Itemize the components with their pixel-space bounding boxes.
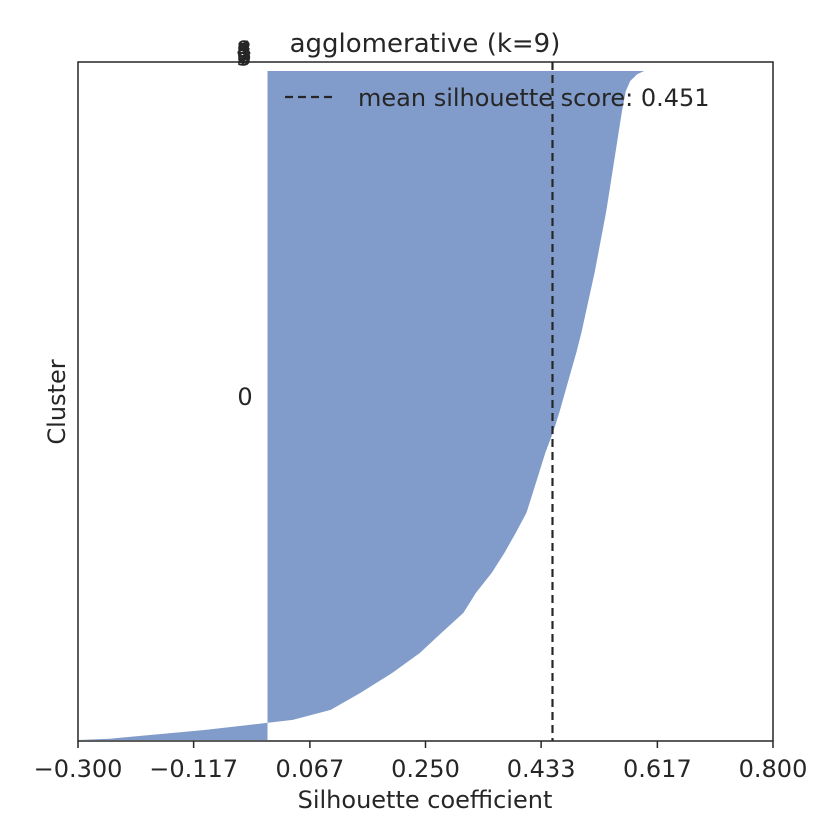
cluster-label-4: 4 — [236, 36, 251, 64]
silhouette-fill-layer — [78, 71, 645, 740]
cluster-label-7: 7 — [236, 44, 251, 72]
y-axis-label: Cluster — [43, 359, 71, 444]
cluster-label-0: 0 — [237, 383, 252, 411]
chart-title: agglomerative (k=9) — [290, 29, 561, 59]
x-axis-ticks: −0.300 −0.117 0.067 0.250 0.433 0.617 0.800 — [34, 741, 808, 783]
x-tick-label: 0.067 — [276, 755, 345, 783]
x-tick-label: 0.617 — [623, 755, 692, 783]
x-axis-label: Silhouette coefficient — [298, 786, 553, 814]
cluster-label-5: 5 — [236, 39, 251, 67]
cluster-label-8: 8 — [236, 36, 251, 64]
x-tick-label: 0.433 — [507, 755, 576, 783]
x-tick-label: 0.800 — [739, 755, 808, 783]
x-tick-label: −0.300 — [34, 755, 123, 783]
x-tick-label: 0.250 — [391, 755, 460, 783]
cluster-label-6: 6 — [236, 41, 251, 69]
cluster-label-1: 1 — [236, 39, 251, 67]
x-tick-label: −0.117 — [149, 755, 238, 783]
cluster-label-3: 3 — [236, 44, 251, 72]
cluster-0-silhouette-fill — [78, 71, 645, 740]
legend-label: mean silhouette score: 0.451 — [358, 84, 710, 112]
cluster-label-2: 2 — [236, 41, 251, 69]
legend: mean silhouette score: 0.451 — [285, 84, 710, 112]
